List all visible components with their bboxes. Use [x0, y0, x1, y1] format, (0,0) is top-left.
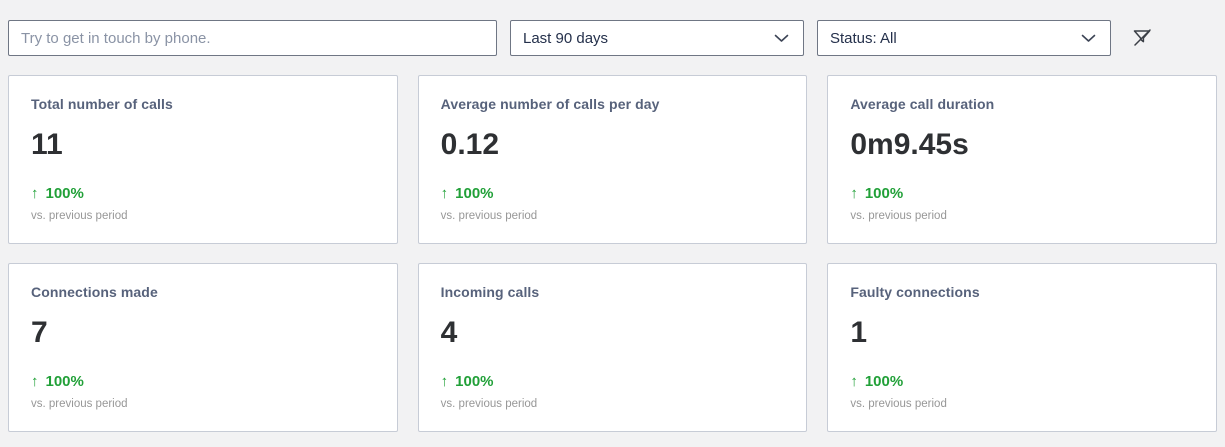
status-select-value: Status: All [830, 29, 897, 47]
arrow-up-icon: ↑ [31, 373, 39, 390]
stat-card-avg-calls-per-day: Average number of calls per day 0.12 ↑ 1… [417, 75, 808, 244]
stat-card-faulty-connections: Faulty connections 1 ↑ 100% vs. previous… [827, 263, 1217, 432]
stat-trend: ↑ 100% [31, 373, 375, 390]
stat-change: 100% [864, 185, 904, 202]
stat-card-connections-made: Connections made 7 ↑ 100% vs. previous p… [8, 263, 398, 432]
stat-title: Faulty connections [850, 284, 980, 300]
stat-trend: ↑ 100% [850, 373, 1194, 390]
stat-comparison: vs. previous period [31, 398, 128, 410]
stat-title: Average call duration [850, 96, 995, 112]
stat-trend: ↑ 100% [850, 185, 1194, 202]
stat-value: 0.12 [440, 128, 500, 161]
stat-trend: ↑ 100% [441, 185, 785, 202]
stats-grid: Total number of calls 11 ↑ 100% vs. prev… [8, 75, 1217, 432]
stat-card-avg-call-duration: Average call duration 0m9.45s ↑ 100% vs.… [827, 75, 1217, 244]
status-select[interactable]: Status: All [817, 20, 1111, 56]
stat-trend: ↑ 100% [441, 373, 785, 390]
search-input[interactable] [8, 20, 497, 56]
stat-comparison: vs. previous period [850, 398, 947, 410]
stat-title: Total number of calls [31, 96, 173, 112]
arrow-up-icon: ↑ [31, 185, 39, 202]
clear-filters-button[interactable] [1128, 24, 1156, 52]
stat-value: 11 [31, 128, 63, 161]
period-select-value: Last 90 days [523, 29, 609, 47]
stat-comparison: vs. previous period [31, 210, 128, 222]
stat-value: 4 [440, 316, 458, 349]
filter-off-icon [1130, 26, 1154, 50]
arrow-up-icon: ↑ [440, 373, 449, 390]
stat-comparison: vs. previous period [440, 398, 538, 410]
stat-card-incoming-calls: Incoming calls 4 ↑ 100% vs. previous per… [417, 263, 808, 432]
arrow-up-icon: ↑ [850, 373, 858, 390]
stat-comparison: vs. previous period [440, 210, 538, 222]
arrow-up-icon: ↑ [850, 185, 858, 202]
stat-comparison: vs. previous period [850, 210, 947, 222]
chevron-down-icon [1081, 34, 1096, 43]
chevron-down-icon [774, 34, 789, 43]
arrow-up-icon: ↑ [440, 185, 449, 202]
stat-change: 100% [45, 373, 84, 390]
filters-toolbar: Last 90 days Status: All [8, 20, 1217, 56]
stat-value: 1 [850, 316, 868, 349]
stat-change: 100% [455, 185, 494, 202]
stat-change: 100% [45, 185, 84, 202]
stat-change: 100% [864, 373, 904, 390]
period-select[interactable]: Last 90 days [510, 20, 804, 56]
stat-title: Connections made [31, 284, 158, 300]
stat-change: 100% [455, 373, 494, 390]
stat-title: Average number of calls per day [440, 96, 660, 112]
stat-value: 7 [31, 316, 48, 349]
stat-title: Incoming calls [440, 284, 540, 300]
stat-value: 0m9.45s [850, 128, 969, 161]
stat-card-total-calls: Total number of calls 11 ↑ 100% vs. prev… [8, 75, 398, 244]
stat-trend: ↑ 100% [31, 185, 375, 202]
